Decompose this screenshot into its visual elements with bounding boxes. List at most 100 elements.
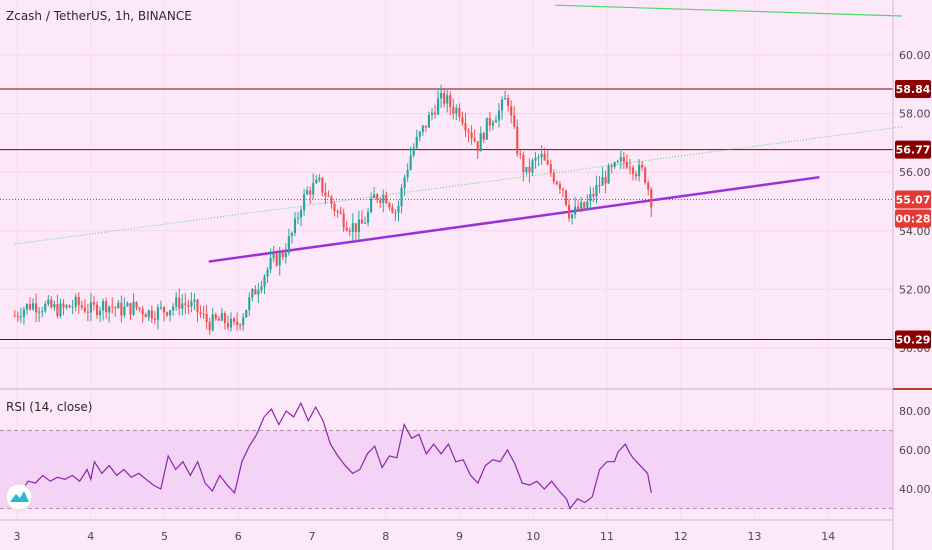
candle-body[interactable]	[330, 196, 333, 204]
candle-body[interactable]	[427, 114, 431, 128]
candle-body[interactable]	[38, 311, 41, 313]
candle-body[interactable]	[631, 167, 635, 174]
candle-body[interactable]	[260, 286, 263, 291]
candle-body[interactable]	[123, 306, 126, 316]
candle-body[interactable]	[251, 289, 254, 298]
candle-body[interactable]	[625, 161, 628, 168]
candle-body[interactable]	[114, 307, 117, 309]
candle-body[interactable]	[607, 166, 610, 184]
candle-body[interactable]	[193, 299, 196, 302]
candle-body[interactable]	[376, 194, 379, 200]
candle-body[interactable]	[35, 303, 38, 313]
candle-body[interactable]	[263, 276, 266, 287]
candle-body[interactable]	[610, 166, 613, 168]
candle-body[interactable]	[592, 194, 595, 197]
candle-body[interactable]	[98, 310, 102, 316]
candle-body[interactable]	[220, 313, 223, 321]
candle-body[interactable]	[217, 318, 220, 321]
candle-body[interactable]	[77, 296, 80, 306]
candle-body[interactable]	[345, 227, 348, 231]
candle-body[interactable]	[132, 301, 135, 315]
candle-body[interactable]	[619, 157, 622, 162]
candle-body[interactable]	[595, 184, 598, 197]
candle-body[interactable]	[634, 173, 638, 177]
candle-body[interactable]	[16, 315, 19, 317]
candle-body[interactable]	[239, 324, 242, 326]
candle-body[interactable]	[394, 212, 397, 214]
candle-body[interactable]	[175, 297, 178, 307]
candle-body[interactable]	[391, 207, 394, 213]
candle-body[interactable]	[147, 310, 150, 318]
candle-body[interactable]	[644, 167, 647, 183]
candle-body[interactable]	[476, 141, 479, 152]
candle-body[interactable]	[312, 183, 315, 195]
candle-body[interactable]	[470, 132, 473, 139]
candle-body[interactable]	[290, 232, 293, 237]
candle-body[interactable]	[528, 167, 531, 173]
candle-body[interactable]	[604, 177, 607, 184]
candle-body[interactable]	[452, 106, 455, 114]
candle-body[interactable]	[540, 153, 543, 158]
candle-body[interactable]	[321, 177, 324, 193]
candle-body[interactable]	[351, 223, 354, 232]
candle-body[interactable]	[500, 99, 504, 111]
candle-body[interactable]	[613, 162, 616, 167]
candle-body[interactable]	[342, 213, 345, 228]
candle-body[interactable]	[461, 117, 464, 124]
candle-body[interactable]	[327, 195, 330, 197]
candle-body[interactable]	[44, 303, 47, 312]
candle-body[interactable]	[159, 307, 163, 309]
candle-body[interactable]	[299, 210, 303, 218]
candle-body[interactable]	[504, 98, 507, 100]
candle-body[interactable]	[354, 223, 357, 233]
candle-body[interactable]	[543, 153, 546, 161]
candle-body[interactable]	[309, 190, 312, 195]
candle-body[interactable]	[144, 314, 147, 318]
candle-body[interactable]	[598, 184, 601, 186]
candle-body[interactable]	[156, 307, 159, 320]
candle-body[interactable]	[257, 290, 260, 295]
candle-body[interactable]	[190, 301, 193, 307]
candle-body[interactable]	[254, 289, 257, 295]
candle-body[interactable]	[382, 195, 385, 203]
candle-body[interactable]	[494, 120, 498, 123]
candle-body[interactable]	[641, 164, 644, 168]
candle-body[interactable]	[169, 310, 172, 316]
candle-body[interactable]	[178, 297, 181, 309]
tradingview-logo-icon[interactable]	[5, 483, 33, 511]
candle-body[interactable]	[628, 167, 631, 169]
candle-body[interactable]	[281, 252, 284, 258]
candle-body[interactable]	[53, 304, 56, 308]
trendline-green-dotted[interactable]	[14, 126, 903, 245]
candle-body[interactable]	[172, 306, 175, 311]
candle-body[interactable]	[284, 252, 287, 258]
trendline-purple-solid[interactable]	[208, 175, 820, 263]
candle-body[interactable]	[272, 254, 275, 259]
candle-body[interactable]	[278, 252, 281, 266]
candle-body[interactable]	[458, 107, 461, 118]
candle-body[interactable]	[647, 182, 650, 190]
candle-body[interactable]	[373, 194, 376, 199]
candle-body[interactable]	[214, 314, 217, 319]
candle-body[interactable]	[433, 112, 437, 115]
candle-body[interactable]	[479, 133, 482, 152]
candle-body[interactable]	[242, 317, 245, 326]
candle-body[interactable]	[120, 302, 123, 316]
candle-body[interactable]	[567, 204, 571, 219]
candle-body[interactable]	[510, 106, 513, 116]
candle-body[interactable]	[306, 190, 309, 195]
candle-body[interactable]	[418, 131, 421, 137]
candle-body[interactable]	[497, 110, 501, 121]
candle-body[interactable]	[379, 199, 382, 203]
candle-body[interactable]	[561, 188, 565, 191]
candles[interactable]	[13, 84, 653, 335]
candle-body[interactable]	[111, 306, 114, 308]
trendline-green-solid[interactable]	[555, 4, 903, 17]
candle-body[interactable]	[622, 157, 625, 162]
candle-body[interactable]	[229, 318, 233, 328]
candle-body[interactable]	[25, 304, 29, 310]
candle-body[interactable]	[357, 219, 360, 233]
candle-body[interactable]	[412, 147, 415, 156]
candle-body[interactable]	[293, 218, 297, 233]
